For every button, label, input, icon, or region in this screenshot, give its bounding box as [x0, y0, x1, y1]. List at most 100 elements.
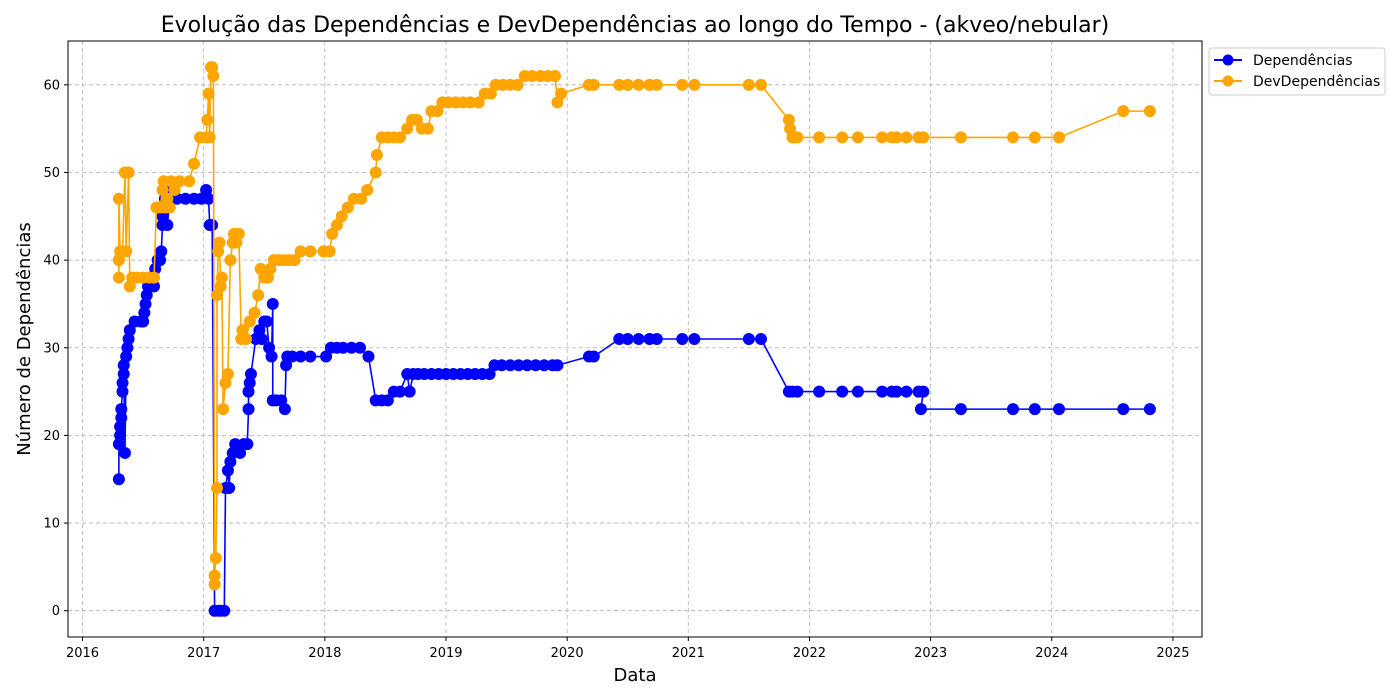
data-point	[286, 350, 299, 363]
data-point	[209, 552, 222, 565]
data-point	[242, 385, 255, 398]
data-point	[202, 192, 215, 205]
data-point	[323, 245, 336, 258]
series-devdependencias	[112, 61, 1156, 591]
data-point	[280, 359, 293, 372]
data-point	[742, 78, 755, 91]
x-tick-label: 2017	[187, 646, 220, 661]
data-point	[410, 113, 423, 126]
data-point	[954, 131, 967, 144]
data-point	[224, 254, 237, 267]
data-point	[114, 420, 127, 433]
data-point	[163, 201, 176, 214]
data-point	[621, 78, 634, 91]
data-point	[161, 219, 174, 232]
data-point	[361, 184, 374, 196]
data-point	[206, 219, 219, 232]
x-tick-label: 2021	[672, 646, 705, 661]
data-point	[755, 78, 767, 91]
data-point	[117, 368, 130, 381]
data-point	[676, 78, 689, 91]
data-point	[676, 333, 689, 345]
data-point	[526, 70, 539, 83]
data-point	[278, 403, 291, 416]
data-point	[876, 385, 889, 398]
data-point	[650, 78, 663, 91]
y-tick-label: 10	[43, 517, 60, 532]
legend-label-dependencias: Dependências	[1253, 53, 1353, 69]
data-point	[791, 131, 804, 144]
y-tick-label: 0	[52, 604, 60, 619]
data-point	[123, 324, 136, 337]
data-point	[555, 87, 568, 100]
data-point	[353, 341, 366, 354]
data-point	[218, 604, 231, 617]
data-point	[137, 315, 150, 328]
x-tick-label: 2018	[308, 646, 341, 661]
data-point	[112, 473, 125, 486]
data-point	[122, 166, 135, 179]
data-point	[206, 61, 219, 74]
y-tick-label: 60	[43, 78, 60, 93]
data-point	[242, 403, 255, 416]
data-point	[472, 96, 485, 109]
data-point	[252, 289, 265, 302]
data-point	[120, 350, 133, 363]
data-point	[900, 385, 913, 398]
data-point	[1117, 105, 1130, 118]
data-point	[431, 105, 444, 118]
data-point	[326, 227, 339, 240]
data-point	[155, 245, 168, 258]
plot-frame	[67, 40, 1203, 638]
data-point	[112, 438, 125, 451]
plot-series	[112, 61, 1156, 617]
legend: Dependências DevDependências	[1208, 47, 1386, 96]
data-point	[202, 87, 215, 100]
legend-marker-dependencias	[1222, 54, 1234, 66]
data-point	[121, 341, 134, 354]
data-point	[203, 131, 216, 144]
data-point	[229, 438, 242, 451]
data-point	[215, 271, 228, 284]
legend-item-devdependencias: DevDependências	[1214, 74, 1380, 90]
y-axis-label: Número de Dependências	[14, 222, 35, 456]
data-point	[330, 219, 343, 232]
data-point	[304, 350, 317, 363]
data-point	[265, 350, 278, 363]
data-point	[241, 438, 254, 451]
grid	[68, 41, 1202, 637]
y-tick-label: 50	[43, 166, 60, 181]
data-point	[208, 569, 221, 582]
data-point	[294, 245, 307, 258]
data-point	[851, 131, 864, 144]
data-point	[240, 333, 253, 345]
data-point	[148, 280, 161, 293]
x-tick-label: 2023	[914, 646, 947, 661]
data-point	[1007, 131, 1019, 144]
data-point	[243, 376, 256, 389]
data-point	[688, 333, 701, 345]
data-point	[244, 368, 257, 381]
data-point	[1053, 403, 1066, 416]
data-point	[900, 131, 913, 144]
data-point	[954, 403, 967, 416]
data-point	[484, 87, 497, 100]
data-point	[260, 315, 273, 328]
data-point	[521, 359, 534, 372]
data-point	[1143, 105, 1156, 118]
data-point	[335, 210, 348, 223]
data-point	[549, 70, 562, 83]
data-point	[120, 245, 133, 258]
data-point	[632, 333, 645, 345]
legend-marker-devdependencias	[1222, 75, 1234, 87]
data-point	[650, 333, 663, 345]
data-point	[138, 306, 151, 319]
data-point	[370, 148, 383, 161]
data-point	[688, 78, 701, 91]
legend-item-dependencias: Dependências	[1214, 53, 1353, 69]
data-point	[538, 359, 551, 372]
data-point	[511, 78, 524, 91]
data-point	[512, 359, 525, 372]
data-point	[495, 359, 508, 372]
